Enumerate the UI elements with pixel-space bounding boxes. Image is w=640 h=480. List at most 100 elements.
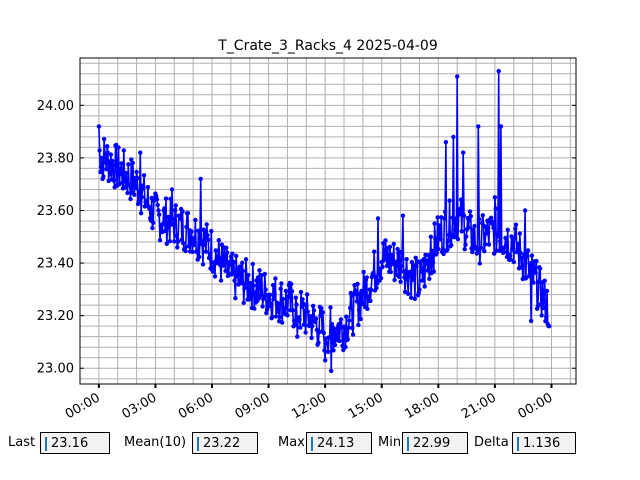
data-point (384, 263, 390, 269)
data-point (519, 255, 525, 261)
data-point (185, 210, 191, 216)
data-point (135, 176, 140, 181)
data-point (234, 253, 239, 259)
text-cursor (45, 437, 47, 451)
data-point (286, 294, 291, 300)
data-point (344, 314, 349, 319)
data-point (329, 368, 334, 374)
data-point (309, 335, 314, 341)
data-point (156, 208, 161, 213)
data-point (280, 320, 285, 325)
data-point (243, 281, 248, 286)
data-point (137, 189, 142, 194)
data-point (203, 249, 209, 254)
data-point (277, 314, 283, 320)
data-point (230, 268, 236, 273)
data-point (427, 276, 432, 281)
data-point (304, 303, 309, 308)
data-point (410, 277, 415, 283)
stat-delta: Delta 1.136 (474, 432, 578, 456)
data-point (98, 164, 104, 169)
stat-last-value: 23.16 (51, 436, 89, 451)
x-tick-label: 03:00 (119, 390, 159, 422)
data-point (162, 206, 167, 211)
data-point (382, 255, 387, 261)
data-point (223, 268, 228, 273)
stat-delta-value: 1.136 (523, 436, 561, 451)
stat-delta-label: Delta (474, 435, 509, 450)
data-point (541, 305, 546, 311)
data-point (435, 215, 440, 220)
data-point (355, 281, 360, 287)
data-point (121, 148, 127, 153)
data-point (338, 320, 343, 326)
data-point (398, 279, 403, 284)
data-point (436, 223, 442, 228)
data-point (310, 303, 316, 309)
data-point (221, 263, 226, 268)
stat-min-label: Min (378, 435, 402, 450)
data-point (264, 307, 270, 312)
data-point (458, 197, 464, 202)
data-point (206, 255, 212, 261)
data-point (262, 271, 267, 277)
data-point (98, 169, 103, 175)
data-point (240, 260, 245, 265)
data-point (354, 299, 360, 304)
stat-mean-label: Mean(10) (124, 435, 187, 450)
data-point (305, 309, 310, 314)
data-point (267, 292, 273, 297)
data-point (542, 278, 547, 283)
data-point (271, 296, 277, 302)
data-point (517, 231, 522, 236)
data-point (511, 259, 516, 265)
data-point (198, 176, 203, 182)
data-point (175, 245, 180, 250)
x-tick-label: 12:00 (289, 390, 329, 422)
data-point (399, 263, 404, 269)
data-point (387, 244, 393, 249)
data-point (527, 261, 532, 266)
data-point (474, 251, 479, 256)
data-point (445, 247, 450, 252)
data-point (529, 253, 535, 258)
data-point (365, 306, 370, 311)
data-point (467, 209, 473, 214)
data-point (155, 202, 160, 208)
data-point (408, 269, 413, 274)
data-point (320, 310, 326, 315)
stat-max-value: 24.13 (317, 436, 355, 451)
data-point (222, 257, 227, 262)
x-tick-label: 00:00 (63, 390, 103, 422)
data-point (345, 337, 350, 342)
data-point (422, 284, 427, 289)
data-point (498, 124, 504, 129)
data-point (184, 224, 189, 230)
data-point (525, 254, 530, 259)
data-point (134, 169, 139, 175)
data-point (393, 263, 399, 268)
data-point (508, 257, 513, 262)
stat-min-box: 22.99 (402, 432, 468, 454)
data-point (218, 278, 224, 283)
x-tick-label: 09:00 (233, 390, 273, 422)
data-point (227, 259, 233, 264)
data-point (202, 242, 207, 248)
data-point (200, 262, 206, 267)
data-point (141, 186, 146, 191)
data-point (126, 162, 131, 167)
data-point (108, 172, 113, 177)
data-point (273, 314, 279, 319)
data-point (449, 242, 454, 248)
data-point (178, 216, 183, 221)
data-point (252, 306, 257, 311)
data-point (104, 167, 109, 172)
data-point (323, 358, 328, 363)
data-point (300, 297, 305, 302)
data-point (353, 288, 358, 293)
data-point (486, 242, 492, 247)
data-point (129, 157, 134, 162)
data-point (462, 247, 467, 252)
data-point (455, 74, 460, 79)
